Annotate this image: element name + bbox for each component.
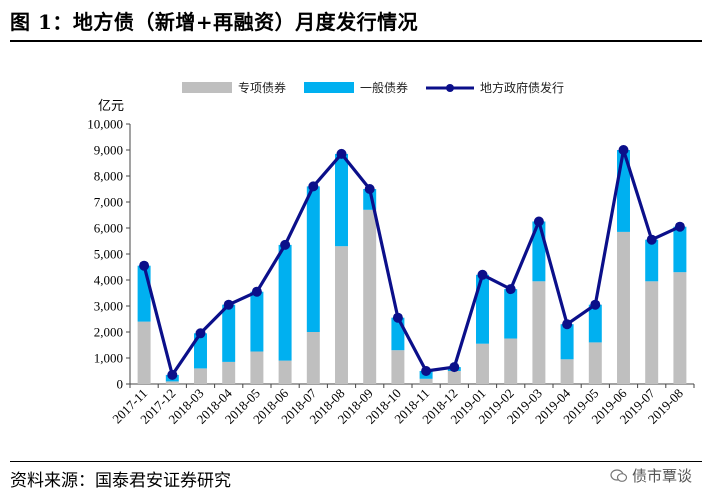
legend-label-line: 地方政府债发行 — [480, 80, 564, 95]
bar-special-2018-03 — [194, 368, 207, 384]
total-issuance-line — [142, 148, 681, 377]
bar-general-2018-04 — [222, 304, 236, 362]
legend-label-1: 专项债券 — [238, 80, 286, 95]
watermark: 债市覃谈 — [610, 465, 692, 486]
footer-rule — [10, 461, 702, 462]
bar-special-2017-11 — [137, 321, 151, 384]
total-point-2017-12 — [167, 369, 178, 380]
bar-general-2019-04 — [560, 324, 574, 360]
bar-special-2018-05 — [250, 351, 264, 384]
total-point-2018-12 — [449, 362, 460, 373]
bar-special-2019-01 — [476, 343, 489, 384]
y-tick-label: 0 — [117, 377, 124, 392]
bar-general-2018-03 — [194, 333, 207, 369]
source-note: 资料来源：国泰君安证券研究 — [10, 471, 231, 491]
bar-general-2019-01 — [476, 274, 489, 344]
bar-special-2019-04 — [560, 359, 574, 384]
y-tick-label: 4,000 — [94, 273, 123, 288]
total-point-2018-07 — [308, 181, 319, 192]
bar-special-2017-12 — [165, 381, 179, 384]
bar-special-2019-08 — [673, 272, 687, 384]
bar-general-2019-05 — [588, 304, 602, 343]
total-point-2018-08 — [336, 148, 347, 159]
bar-special-2019-03 — [532, 281, 546, 384]
bar-special-2018-08 — [335, 246, 348, 384]
total-point-2018-03 — [195, 328, 206, 339]
total-point-2019-06 — [618, 145, 629, 155]
total-point-2019-05 — [590, 299, 601, 310]
chart-title: 图 1：地方债（新增+再融资）月度发行情况 — [10, 10, 419, 34]
bar-general-2019-08 — [673, 226, 687, 273]
bar-special-2019-07 — [645, 281, 659, 384]
total-point-2017-11 — [139, 260, 150, 271]
total-point-2019-03 — [533, 216, 544, 227]
total-point-2018-05 — [251, 286, 262, 297]
bar-special-2018-04 — [222, 361, 236, 384]
legend-label-2: 一般债券 — [360, 80, 408, 95]
legend-swatch-1 — [182, 82, 232, 93]
y-tick-label: 2,000 — [94, 325, 123, 340]
total-point-2018-11 — [421, 366, 432, 376]
bar-general-2019-07 — [645, 239, 659, 282]
y-tick-label: 8,000 — [94, 169, 123, 184]
bar-general-2017-11 — [137, 265, 151, 322]
watermark-text: 债市覃谈 — [631, 467, 692, 485]
y-axis-unit: 亿元 — [98, 99, 124, 114]
bar-general-2018-06 — [278, 244, 292, 361]
y-tick-label: 10,000 — [87, 117, 123, 132]
total-point-2018-04 — [223, 299, 234, 310]
bar-special-2018-12 — [447, 371, 461, 384]
y-tick-label: 9,000 — [94, 143, 123, 158]
wechat-icon — [610, 468, 628, 482]
total-point-2018-10 — [392, 312, 403, 323]
bar-special-2019-06 — [617, 231, 630, 384]
bar-general-2018-07 — [306, 186, 320, 332]
total-point-2019-08 — [674, 221, 685, 232]
total-point-2019-04 — [562, 319, 573, 330]
y-tick-label: 3,000 — [94, 299, 123, 314]
y-tick-label: 1,000 — [94, 351, 123, 366]
total-point-2019-02 — [505, 284, 516, 295]
legend-line-marker — [446, 84, 454, 92]
bar-general-2018-05 — [250, 291, 264, 352]
title-underline — [10, 40, 702, 42]
total-point-2018-09 — [364, 184, 375, 194]
bar-special-2018-06 — [278, 360, 292, 384]
y-tick-label: 6,000 — [94, 221, 123, 236]
bar-special-2019-05 — [588, 342, 602, 384]
total-point-2019-07 — [646, 234, 657, 245]
legend-swatch-2 — [304, 82, 354, 93]
bar-special-2019-02 — [504, 338, 518, 384]
y-tick-label: 7,000 — [94, 195, 123, 210]
y-tick-label: 5,000 — [94, 247, 123, 262]
total-point-2019-01 — [477, 269, 488, 280]
bar-special-2018-07 — [306, 332, 320, 384]
bar-special-2018-09 — [363, 209, 377, 384]
total-point-2018-06 — [280, 239, 291, 250]
bar-general-2019-02 — [504, 289, 518, 339]
bar-special-2018-10 — [391, 350, 405, 384]
bar-general-2018-08 — [335, 153, 348, 247]
bar-special-2018-11 — [419, 378, 433, 384]
